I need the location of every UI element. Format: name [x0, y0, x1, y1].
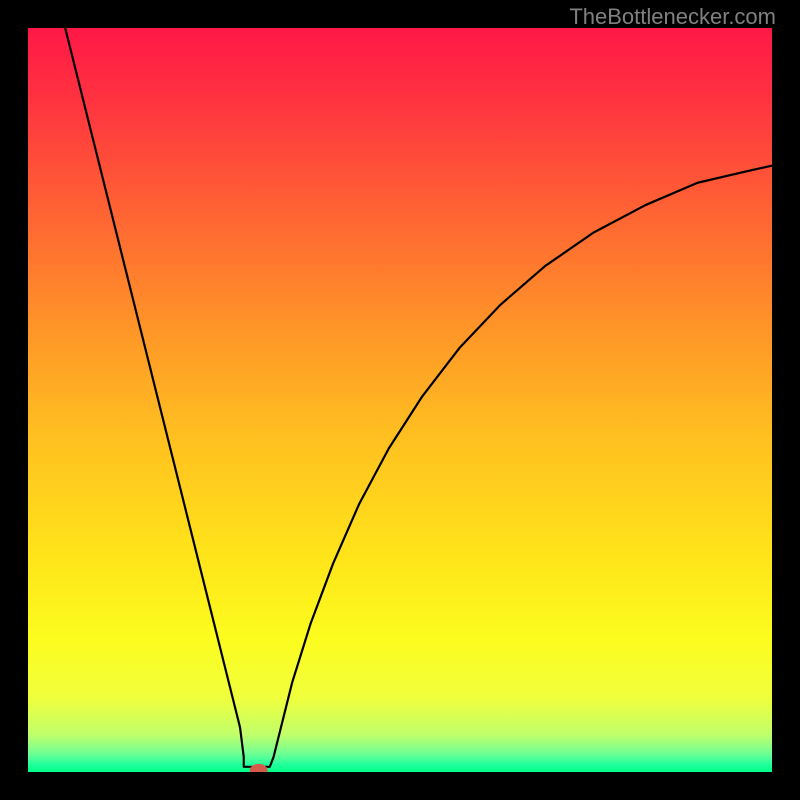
chart-svg — [28, 28, 772, 772]
attribution-text: TheBottlenecker.com — [569, 4, 776, 30]
gradient-background — [28, 28, 772, 772]
plot-area — [28, 28, 772, 772]
chart-container: TheBottlenecker.com — [0, 0, 800, 800]
